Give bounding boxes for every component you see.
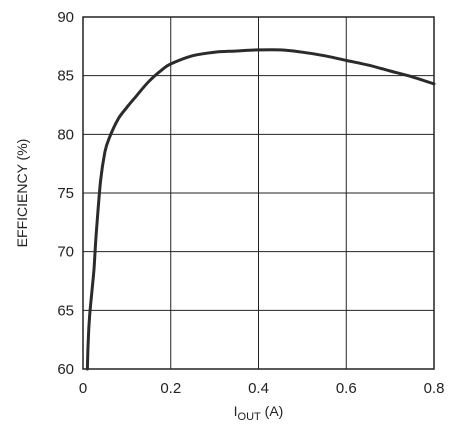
y-tick-label: 65	[57, 302, 74, 319]
x-axis-title-suffix: (A)	[261, 403, 284, 419]
x-axis-title-main: I	[234, 403, 238, 419]
plot-frame	[82, 16, 435, 370]
x-tick-labels: 0 0.2 0.4 0.6 0.8	[79, 380, 445, 397]
y-tick-label: 90	[57, 9, 74, 26]
y-tick-label: 70	[57, 244, 74, 261]
x-axis-title-sub: OUT	[238, 411, 262, 423]
x-tick-label: 0.8	[424, 380, 445, 397]
x-tick-label: 0.6	[336, 380, 357, 397]
y-tick-label: 60	[57, 361, 74, 378]
y-axis-title: EFFICIENCY (%)	[14, 139, 30, 248]
y-tick-label: 80	[57, 126, 74, 143]
x-axis-title: IOUT (A)	[234, 403, 284, 423]
x-tick-label: 0	[79, 380, 87, 397]
efficiency-curve	[85, 48, 436, 371]
y-tick-label: 75	[57, 185, 74, 202]
grid-lines	[83, 17, 434, 369]
y-tick-labels: 60 65 70 75 80 85 90	[57, 9, 74, 378]
x-tick-label: 0.2	[160, 380, 181, 397]
x-tick-label: 0.4	[248, 380, 269, 397]
y-tick-label: 85	[57, 68, 74, 85]
